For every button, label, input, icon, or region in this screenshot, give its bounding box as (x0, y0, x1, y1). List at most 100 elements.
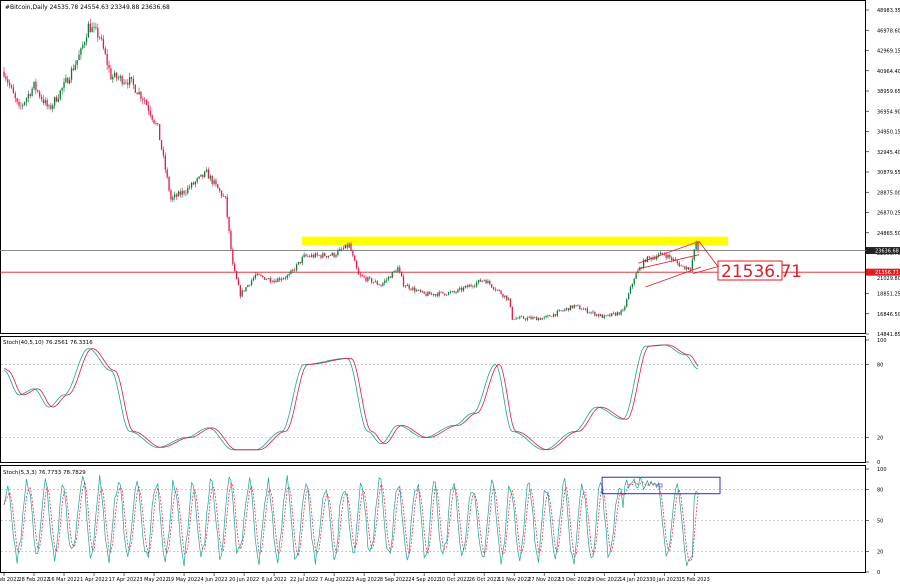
resistance-zone (302, 236, 728, 246)
candle (8, 79, 11, 89)
candle (265, 278, 268, 281)
candle (560, 310, 562, 312)
candle (650, 256, 652, 262)
candle (74, 60, 76, 71)
candle (254, 272, 256, 280)
candle (637, 268, 639, 274)
stoch-box-handle[interactable] (658, 483, 663, 488)
time-tick-label: 24 Sep 2022 (408, 577, 440, 583)
candle (110, 65, 112, 80)
candle (453, 290, 455, 294)
candle (241, 288, 243, 298)
candle (310, 252, 313, 258)
candle (687, 267, 690, 271)
candle (590, 311, 592, 315)
stoch-slow-signal-line (4, 344, 699, 451)
candle (627, 292, 630, 300)
candle (129, 72, 131, 88)
candle (78, 50, 80, 61)
candle (10, 84, 13, 90)
candle (599, 313, 602, 317)
candle (359, 272, 362, 278)
candle (526, 316, 528, 322)
candle (189, 184, 191, 190)
candle (234, 261, 236, 272)
candle (365, 275, 367, 283)
candle (52, 103, 54, 113)
candle (539, 317, 542, 320)
candle (179, 188, 181, 198)
price-tick-label: 28875.00 (877, 190, 900, 196)
stoch-tick-label: 0 (877, 460, 880, 466)
candle (16, 97, 18, 105)
candle (258, 273, 260, 276)
candle (532, 315, 534, 320)
candle (97, 24, 99, 43)
candle (44, 97, 46, 106)
candle (207, 167, 210, 179)
candle (142, 96, 144, 105)
annotation-value: 21536.71 (721, 262, 802, 282)
candle (325, 255, 328, 259)
candle (200, 174, 202, 177)
price-tick-label: 24865.50 (877, 231, 900, 237)
candle (127, 79, 129, 89)
candle (151, 114, 153, 123)
candle (89, 18, 91, 33)
candle (40, 94, 43, 102)
price-axis: 48983.35 46978.60 42969.15 40964.40 38959.65… (866, 8, 900, 338)
candle (286, 274, 288, 281)
candle (369, 275, 371, 280)
stoch1-panel-frame (0, 336, 866, 463)
candle (174, 191, 176, 201)
candle (20, 101, 22, 110)
candle (38, 89, 41, 99)
candle (318, 254, 320, 256)
candle (192, 181, 195, 186)
candle (421, 290, 423, 293)
candle (376, 279, 378, 286)
candle (243, 290, 245, 293)
current-price-label: 23636.68 (875, 249, 899, 255)
candle (515, 316, 517, 320)
candle (417, 289, 420, 291)
candle (492, 286, 495, 291)
candle (185, 189, 187, 197)
candle (217, 184, 219, 189)
channel-lower-line (645, 266, 702, 288)
stoch-fast-signal-line (3, 481, 699, 562)
candle (468, 283, 470, 288)
candle (646, 256, 649, 263)
price-tick-label: 42969.15 (877, 49, 900, 55)
candle (252, 276, 255, 282)
candle (387, 275, 390, 282)
candle (153, 119, 155, 125)
candle (316, 251, 318, 257)
price-tick-label: 46978.60 (877, 28, 900, 34)
candle (597, 313, 600, 318)
stoch-tick-label: 0 (877, 570, 880, 576)
candle (669, 253, 671, 260)
candle (629, 285, 632, 295)
candle (432, 293, 435, 297)
time-tick-label: 8 Sep 2022 (380, 577, 409, 583)
candle (262, 274, 264, 279)
candle (363, 274, 365, 279)
stoch-tick-label: 20 (877, 549, 883, 555)
candle (48, 103, 50, 110)
time-tick-label: 13 Dec 2022 (558, 577, 590, 583)
candle (339, 247, 341, 252)
candle (370, 277, 373, 284)
candle (693, 249, 695, 262)
candle (115, 71, 118, 82)
time-tick-label: 7 Aug 2022 (320, 577, 349, 583)
candle (119, 74, 121, 82)
candle (226, 194, 228, 219)
symbol-title: #Bitcoin,Daily 24535.78 24554.63 23349.8… (5, 4, 170, 11)
candle (117, 75, 120, 81)
candle (232, 247, 234, 266)
candle (395, 269, 397, 273)
time-tick-label: 1 Apr 2022 (80, 577, 108, 583)
candle (288, 272, 290, 278)
time-tick-label: 6 Jul 2022 (262, 577, 287, 583)
